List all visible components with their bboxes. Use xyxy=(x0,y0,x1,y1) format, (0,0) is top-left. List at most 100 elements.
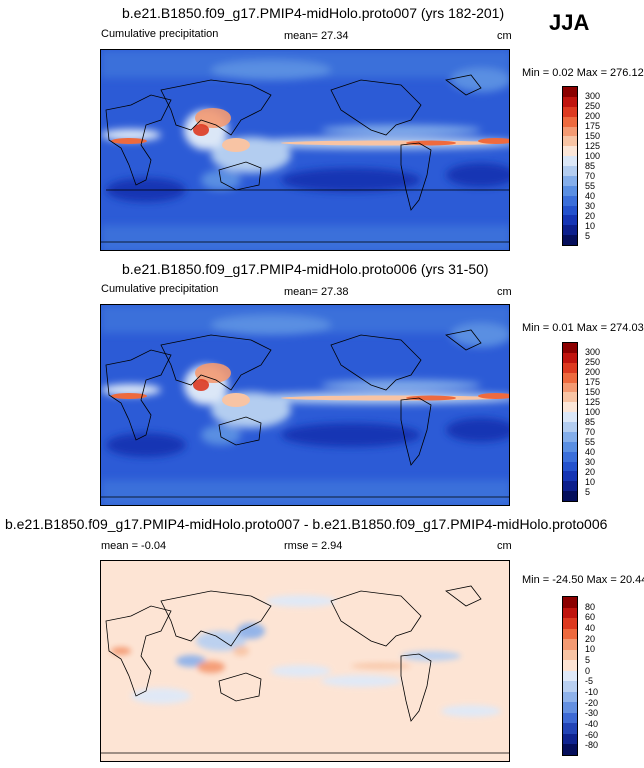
panel-3-units: cm xyxy=(497,540,512,552)
colorbar-swatch xyxy=(563,670,577,682)
colorbar-swatch xyxy=(563,691,577,703)
colorbar-swatch xyxy=(563,106,577,117)
panel-3-map xyxy=(100,560,510,762)
colorbar-tick-label: 5 xyxy=(585,655,591,665)
colorbar-tick-label: 100 xyxy=(585,407,601,417)
colorbar-swatch xyxy=(563,639,577,650)
colorbar-tick-label: 10 xyxy=(585,644,596,655)
season-label: JJA xyxy=(549,10,590,35)
colorbar-tick-label: 200 xyxy=(585,111,601,121)
colorbar-swatch xyxy=(563,597,577,608)
colorbar-swatch xyxy=(563,225,577,236)
colorbar-swatch xyxy=(563,372,577,383)
panel-1-minmax: Min = 0.02 Max = 276.12 xyxy=(522,67,644,79)
colorbar-swatch xyxy=(563,441,577,452)
colorbar-tick-label: 20 xyxy=(585,211,596,221)
colorbar-tick-label: -80 xyxy=(585,740,599,751)
colorbar-tick-label: 55 xyxy=(585,181,596,191)
panel-2-minmax: Min = 0.01 Max = 274.03 xyxy=(522,322,644,334)
colorbar-swatch xyxy=(563,681,577,692)
panel-3-difference-field xyxy=(101,561,509,761)
panel-1-mean-label: mean= 27.34 xyxy=(284,30,349,42)
panel-3-colorbar xyxy=(562,596,578,756)
colorbar-tick-label: 20 xyxy=(585,467,596,477)
colorbar-swatch xyxy=(563,175,577,186)
colorbar-tick-label: 250 xyxy=(585,101,601,111)
colorbar-swatch xyxy=(563,156,577,166)
colorbar-swatch xyxy=(563,195,577,206)
colorbar-tick-label: 250 xyxy=(585,357,601,367)
colorbar-swatch xyxy=(563,392,577,403)
colorbar-swatch xyxy=(563,382,577,393)
colorbar-swatch xyxy=(563,126,577,137)
colorbar-swatch xyxy=(563,343,577,353)
colorbar-swatch xyxy=(563,412,577,422)
panel-2-map xyxy=(100,304,510,506)
colorbar-tick-label: 20 xyxy=(585,633,596,644)
colorbar-swatch xyxy=(563,235,577,245)
panel-1-units: cm xyxy=(497,30,512,42)
colorbar-tick-label: 200 xyxy=(585,367,601,377)
panel-3-colorbar-swatches xyxy=(563,597,577,755)
colorbar-tick-label: -30 xyxy=(585,708,599,719)
panel-1-precip-field xyxy=(101,50,509,250)
panel-2-colorbar-swatches xyxy=(563,343,577,501)
colorbar-tick-label: 60 xyxy=(585,612,596,623)
colorbar-tick-label: -60 xyxy=(585,729,599,740)
panel-2-mean-label: mean= 27.38 xyxy=(284,286,349,298)
colorbar-swatch xyxy=(563,461,577,472)
colorbar-tick-label: 100 xyxy=(585,151,601,161)
colorbar-tick-label: 300 xyxy=(585,91,601,101)
colorbar-swatch xyxy=(563,422,577,432)
colorbar-tick-label: 125 xyxy=(585,141,601,151)
colorbar-tick-label: 30 xyxy=(585,201,596,211)
colorbar-swatch xyxy=(563,116,577,127)
colorbar-tick-label: 40 xyxy=(585,623,596,633)
colorbar-swatch xyxy=(563,87,577,97)
colorbar-swatch xyxy=(563,205,577,216)
colorbar-swatch xyxy=(563,628,577,640)
colorbar-swatch xyxy=(563,451,577,462)
colorbar-swatch xyxy=(563,607,577,619)
colorbar-tick-label: 85 xyxy=(585,417,596,427)
colorbar-swatch xyxy=(563,362,577,373)
colorbar-tick-label: 300 xyxy=(585,347,601,357)
colorbar-tick-label: 175 xyxy=(585,121,601,131)
colorbar-tick-label: 30 xyxy=(585,457,596,467)
panel-2-precip-field xyxy=(101,305,509,505)
panel-1-title: b.e21.B1850.f09_g17.PMIP4-midHolo.proto0… xyxy=(122,5,505,21)
colorbar-tick-label: 150 xyxy=(585,387,601,397)
colorbar-swatch xyxy=(563,618,577,629)
colorbar-swatch xyxy=(563,215,577,226)
panel-3-mean-label: mean = -0.04 xyxy=(101,540,167,552)
colorbar-tick-label: 5 xyxy=(585,231,591,241)
panel-3-title: b.e21.B1850.f09_g17.PMIP4-midHolo.proto0… xyxy=(5,516,608,532)
colorbar-swatch xyxy=(563,649,577,661)
panel-1-variable-label: Cumulative precipitation xyxy=(101,28,219,40)
colorbar-swatch xyxy=(563,733,577,745)
colorbar-swatch xyxy=(563,136,577,147)
colorbar-swatch xyxy=(563,744,577,755)
colorbar-tick-label: 40 xyxy=(585,191,596,201)
colorbar-tick-label: 55 xyxy=(585,437,596,447)
colorbar-tick-label: 70 xyxy=(585,171,596,181)
colorbar-swatch xyxy=(563,431,577,442)
panel-2-title: b.e21.B1850.f09_g17.PMIP4-midHolo.proto0… xyxy=(122,261,489,277)
colorbar-tick-label: -5 xyxy=(585,676,594,687)
colorbar-tick-label: 85 xyxy=(585,161,596,171)
colorbar-tick-label: -10 xyxy=(585,687,599,697)
colorbar-tick-label: 175 xyxy=(585,377,601,387)
colorbar-tick-label: 5 xyxy=(585,487,591,497)
panel-3-minmax: Min = -24.50 Max = 20.44 xyxy=(522,574,644,586)
colorbar-swatch xyxy=(563,491,577,501)
colorbar-swatch xyxy=(563,481,577,492)
colorbar-tick-label: -40 xyxy=(585,719,599,729)
colorbar-swatch xyxy=(563,96,577,107)
colorbar-swatch xyxy=(563,146,577,157)
colorbar-swatch xyxy=(563,166,577,176)
colorbar-tick-label: 70 xyxy=(585,427,596,437)
colorbar-tick-label: 10 xyxy=(585,477,596,487)
colorbar-swatch xyxy=(563,471,577,482)
panel-2-colorbar xyxy=(562,342,578,502)
panel-2-units: cm xyxy=(497,286,512,298)
